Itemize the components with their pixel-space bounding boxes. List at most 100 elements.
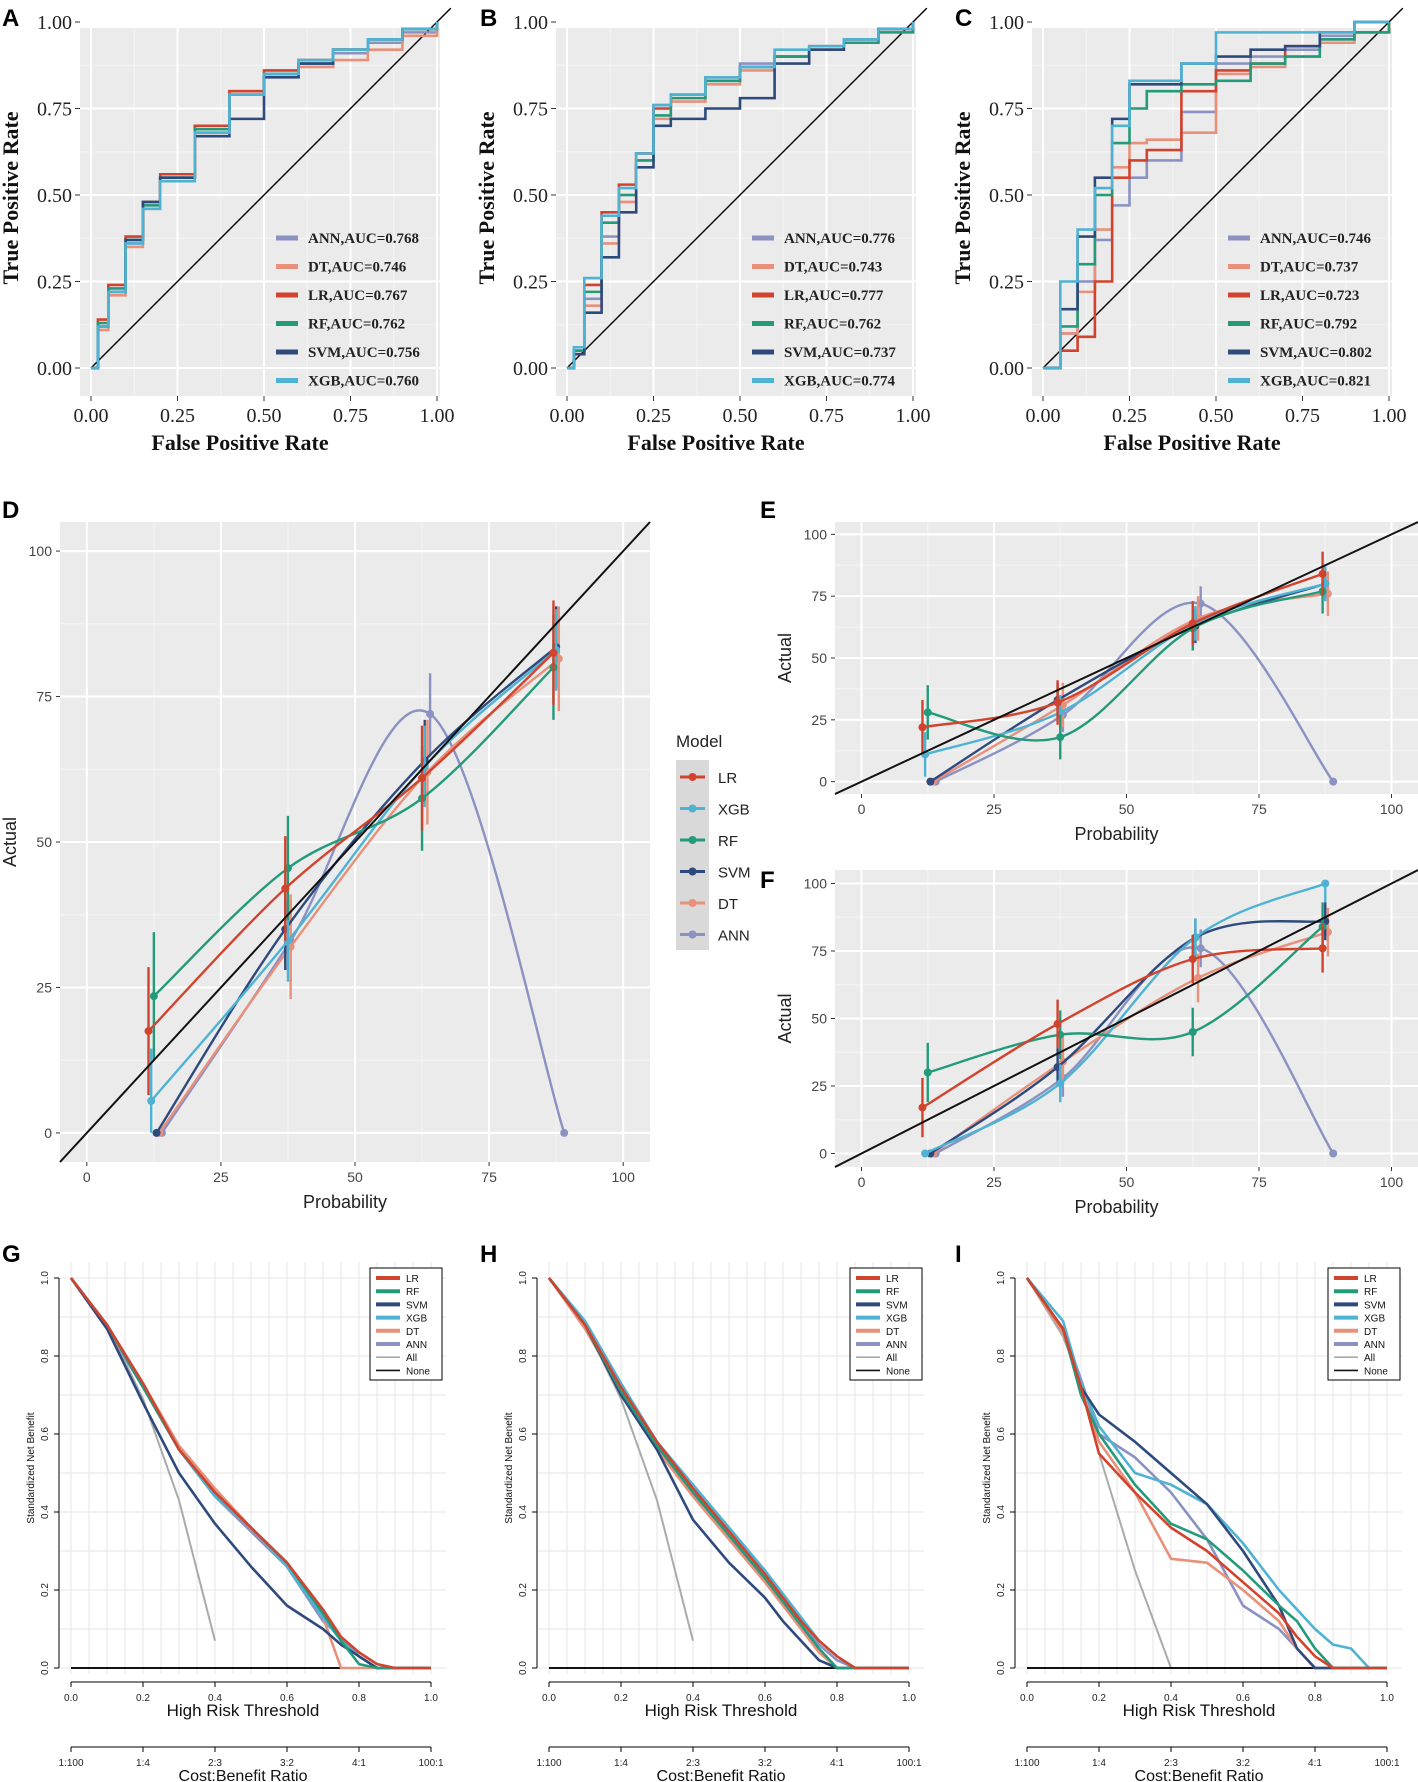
legend-label-XGB: XGB <box>406 1314 427 1325</box>
x-tick-label: 1.00 <box>896 405 931 427</box>
legend-label-SVM: SVM,AUC=0.802 <box>1260 345 1372 361</box>
legend-dot-SVM <box>688 867 697 876</box>
y-tick-label: 1.0 <box>40 1271 51 1285</box>
x-tick-label: 0.8 <box>830 1693 844 1704</box>
y-axis-title: Actual <box>775 633 795 683</box>
calibration-point-LR <box>918 1103 927 1112</box>
dca-panel-I: 0.0 0.0 0.2 0.2 0.4 0.4 0.6 0.6 0.8 0.8 1.0 1.0 High… <box>982 1262 1402 1782</box>
legend-label-All: All <box>1364 1353 1375 1364</box>
calibration-point-ANN <box>1329 1149 1338 1158</box>
dca-legend: LR RF SVM XGB DT ANN All None <box>369 1267 443 1381</box>
calibration-curve-XGB <box>924 882 1326 1155</box>
cb-axis-title: Cost:Benefit Ratio <box>1135 1768 1264 1782</box>
y-tick-label: 1.00 <box>513 12 548 34</box>
cb-tick-label: 3:2 <box>1236 1758 1250 1769</box>
calibration-point-RF <box>149 992 158 1001</box>
y-tick-label: 1.00 <box>989 12 1024 34</box>
legend-label-XGB: XGB,AUC=0.821 <box>1260 374 1371 390</box>
legend-dot-XGB <box>688 804 697 813</box>
calibration-point-RF <box>923 1068 932 1077</box>
x-tick-label: 0.00 <box>74 405 109 427</box>
dca-curve-RF <box>547 1277 909 1670</box>
legend-label-DT: DT <box>1364 1327 1377 1338</box>
legend-label-RF: RF,AUC=0.762 <box>308 317 405 333</box>
reference-diagonal <box>59 521 651 1163</box>
legend-label-DT: DT <box>718 896 738 913</box>
cb-tick-label: 1:4 <box>1092 1758 1106 1769</box>
legend-label-XGB: XGB <box>1364 1314 1385 1325</box>
x-tick-label: 0.4 <box>1164 1693 1178 1704</box>
y-tick-label: 1.0 <box>996 1271 1007 1285</box>
x-tick-label: 0.50 <box>1199 405 1234 427</box>
y-axis-title: Standardized Net Benefit <box>26 1412 37 1523</box>
y-tick-label: 0.75 <box>37 99 72 121</box>
legend-label-DT: DT,AUC=0.743 <box>784 260 882 276</box>
dca-legend: LR RF SVM XGB DT ANN All None <box>849 1267 923 1381</box>
y-tick-label: 75 <box>811 943 827 959</box>
x-tick-label: 100 <box>1380 801 1404 817</box>
y-axis-title: Actual <box>775 993 795 1043</box>
y-tick-label: 0.4 <box>40 1505 51 1519</box>
dca-curve-LR <box>1025 1277 1387 1670</box>
x-tick-label: 75 <box>481 1169 497 1185</box>
plot-background <box>80 28 440 396</box>
calibration-point-LR <box>1318 944 1327 953</box>
legend-label-None: None <box>886 1366 910 1377</box>
x-tick-label: 1.00 <box>420 405 455 427</box>
y-tick-label: 100 <box>804 876 828 892</box>
cb-tick-label: 4:1 <box>352 1758 366 1769</box>
x-tick-label: 0 <box>858 1174 866 1190</box>
legend-label-RF: RF <box>886 1287 899 1298</box>
legend-label-DT: DT <box>886 1327 899 1338</box>
legend-label-ANN: ANN <box>1364 1340 1385 1351</box>
roc-curve-XGB <box>91 22 439 370</box>
x-tick-label: 1.0 <box>902 1693 916 1704</box>
x-tick-label: 0.2 <box>1092 1693 1106 1704</box>
x-axis-title: High Risk Threshold <box>645 1701 798 1720</box>
roc-legend: ANN,AUC=0.776 DT,AUC=0.743 LR,AUC=0.777 RF,… <box>752 231 896 390</box>
calibration-panel-F: 0 0 25 25 50 50 75 75 100 100 Probability Actual <box>775 869 1418 1217</box>
y-tick-label: 0.50 <box>37 185 72 207</box>
legend-label-LR: LR <box>886 1274 899 1285</box>
y-tick-label: 0.6 <box>40 1427 51 1441</box>
calibration-point-LR <box>918 723 927 732</box>
legend-label-LR: LR <box>1364 1274 1377 1285</box>
x-tick-label: 0.0 <box>542 1693 556 1704</box>
y-tick-label: 0.25 <box>989 272 1024 294</box>
legend-label-DT: DT <box>406 1327 419 1338</box>
y-tick-label: 0.0 <box>996 1661 1007 1675</box>
x-tick-label: 1.0 <box>424 1693 438 1704</box>
legend-label-LR: LR <box>718 770 737 787</box>
cb-tick-label: 100:1 <box>896 1758 921 1769</box>
legend-label-XGB: XGB,AUC=0.760 <box>308 374 419 390</box>
cb-tick-label: 1:4 <box>136 1758 150 1769</box>
legend-label-XGB: XGB <box>718 802 750 819</box>
legend-label-DT: DT,AUC=0.737 <box>1260 260 1359 276</box>
legend-label-LR: LR,AUC=0.723 <box>1260 288 1359 304</box>
x-tick-label: 0.75 <box>1285 405 1320 427</box>
x-tick-label: 75 <box>1251 1174 1267 1190</box>
cb-tick-label: 100:1 <box>1374 1758 1399 1769</box>
y-tick-label: 1.0 <box>518 1271 529 1285</box>
y-tick-label: 25 <box>36 979 52 995</box>
panel-letter-A: A <box>2 5 19 32</box>
legend-label-RF: RF <box>406 1287 419 1298</box>
roc-panel-A: 0.00 0.00 0.25 0.25 0.50 0.50 0.75 0.75 1.00 1.00… <box>0 7 455 455</box>
x-tick-label: 0 <box>858 801 866 817</box>
y-tick-label: 0.50 <box>989 185 1024 207</box>
y-tick-label: 0.2 <box>40 1583 51 1597</box>
y-tick-label: 0.8 <box>518 1349 529 1363</box>
calibration-point-XGB <box>921 1149 930 1158</box>
y-tick-label: 50 <box>811 650 827 666</box>
calibration-point-SVM <box>152 1128 161 1137</box>
x-tick-label: 0.25 <box>636 405 671 427</box>
calibration-point-ANN <box>560 1128 569 1137</box>
legend-dot-ANN <box>688 930 697 939</box>
calibration-point-RF <box>923 708 932 717</box>
x-tick-label: 0.00 <box>1026 405 1061 427</box>
panel-letter-B: B <box>480 5 497 32</box>
y-tick-label: 100 <box>804 526 828 542</box>
y-tick-label: 0.25 <box>513 272 548 294</box>
y-tick-label: 0 <box>819 1146 827 1162</box>
